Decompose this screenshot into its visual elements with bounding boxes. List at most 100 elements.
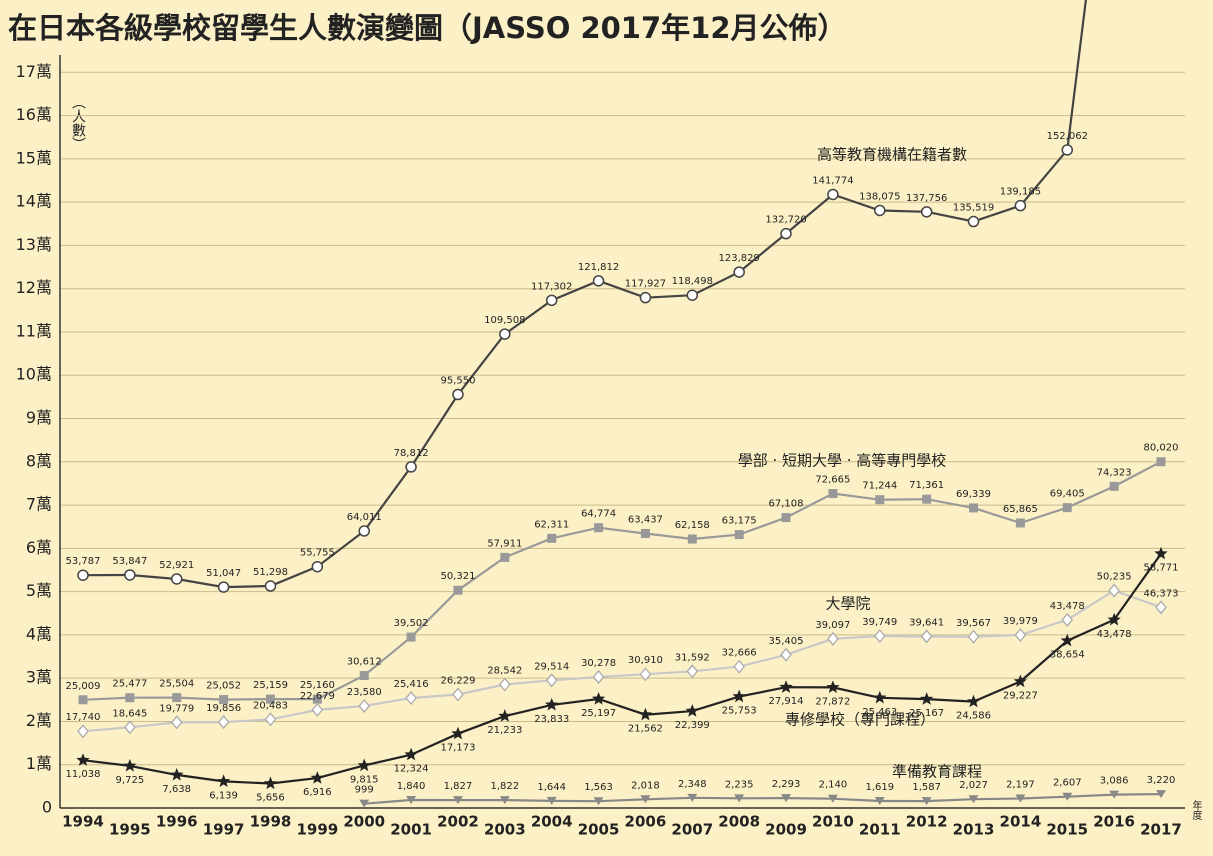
data-label: 132,720 — [765, 215, 806, 226]
marker — [547, 533, 557, 543]
data-label: 1,827 — [444, 781, 473, 792]
marker — [264, 712, 277, 727]
data-label: 27,872 — [815, 696, 850, 707]
x-tick-label: 2002 — [437, 813, 479, 831]
marker — [405, 690, 417, 706]
marker — [920, 206, 933, 218]
y-tick-label: 3萬 — [26, 668, 52, 687]
x-tick-label: 2007 — [671, 821, 713, 839]
marker — [827, 188, 839, 201]
data-label: 121,812 — [578, 262, 619, 273]
marker — [217, 715, 230, 730]
data-label: 69,339 — [956, 489, 991, 500]
y-tick-label: 6萬 — [26, 538, 52, 557]
marker — [875, 495, 885, 505]
data-label: 25,753 — [722, 706, 757, 717]
marker — [781, 513, 791, 523]
marker — [873, 628, 886, 643]
data-label: 39,641 — [909, 617, 944, 628]
marker — [1060, 633, 1074, 647]
marker — [170, 573, 183, 585]
data-label: 2,293 — [772, 779, 801, 790]
series-name: 準備教育課程 — [892, 763, 982, 781]
data-label: 30,278 — [581, 658, 616, 669]
data-label: 139,185 — [1000, 187, 1041, 198]
marker — [591, 692, 606, 705]
data-label: 53,787 — [66, 556, 101, 567]
marker — [1156, 790, 1166, 799]
marker — [123, 758, 137, 772]
marker — [76, 753, 90, 766]
data-label: 20,483 — [253, 700, 288, 711]
marker — [1107, 612, 1121, 626]
data-label: 64,011 — [347, 512, 382, 523]
marker — [639, 667, 652, 682]
x-tick-label: 1994 — [62, 813, 104, 831]
data-label: 29,227 — [1003, 691, 1038, 702]
marker — [1061, 144, 1074, 156]
series-line — [82, 460, 1162, 701]
y-tick-label: 0 — [42, 798, 52, 817]
series-line — [82, 589, 1162, 733]
marker — [545, 673, 558, 688]
data-label: 24,586 — [956, 711, 991, 722]
marker — [359, 671, 369, 681]
marker — [686, 289, 699, 301]
data-label: 55,755 — [300, 548, 335, 559]
series-line — [364, 793, 1162, 805]
data-label: 30,612 — [347, 657, 382, 668]
marker — [452, 796, 463, 805]
data-label: 17,740 — [66, 712, 101, 723]
data-label: 2,140 — [819, 780, 848, 791]
data-label: 17,173 — [440, 743, 475, 754]
marker — [500, 552, 510, 562]
data-label: 138,075 — [859, 191, 900, 202]
marker — [311, 702, 324, 717]
marker — [779, 680, 793, 693]
x-tick-label: 2011 — [859, 821, 901, 839]
marker — [640, 528, 650, 538]
marker — [732, 689, 746, 703]
y-tick-label: 10萬 — [16, 365, 52, 384]
marker — [452, 388, 464, 401]
data-label: 31,592 — [675, 652, 710, 663]
data-label: 74,323 — [1097, 467, 1132, 478]
data-label: 23,580 — [347, 687, 382, 698]
data-label: 1,644 — [537, 782, 566, 793]
data-label: 117,927 — [625, 279, 666, 290]
x-tick-label: 2003 — [484, 821, 526, 839]
data-label: 22,399 — [675, 720, 710, 731]
data-label: 28,542 — [487, 665, 522, 676]
y-tick-label: 4萬 — [26, 624, 52, 643]
data-label: 30,910 — [628, 655, 663, 666]
marker — [358, 525, 370, 537]
x-tick-label: 2005 — [578, 821, 620, 839]
marker — [639, 291, 652, 304]
y-tick-label: 17萬 — [16, 62, 52, 81]
marker — [1154, 546, 1168, 560]
x-tick-label: 2004 — [531, 813, 573, 831]
x-tick-label: 2000 — [343, 813, 385, 831]
marker — [967, 629, 980, 644]
y-axis-label: （人數） — [70, 95, 86, 151]
data-label: 12,324 — [394, 764, 429, 775]
marker — [1014, 627, 1027, 643]
data-label: 2,018 — [631, 780, 660, 791]
marker — [1109, 481, 1119, 491]
marker — [594, 523, 604, 533]
marker — [453, 585, 463, 595]
marker — [125, 693, 135, 703]
marker — [1013, 674, 1027, 688]
data-label: 9,725 — [116, 775, 145, 786]
marker — [828, 489, 838, 499]
marker — [1014, 199, 1027, 212]
x-tick-label: 2017 — [1140, 821, 1182, 839]
marker — [77, 724, 89, 739]
data-label: 39,097 — [815, 620, 850, 631]
data-label: 22,679 — [300, 691, 335, 702]
x-tick-label: 1996 — [156, 813, 198, 831]
marker — [592, 669, 605, 684]
data-label: 32,666 — [722, 648, 757, 659]
x-tick-label: 2006 — [625, 813, 667, 831]
